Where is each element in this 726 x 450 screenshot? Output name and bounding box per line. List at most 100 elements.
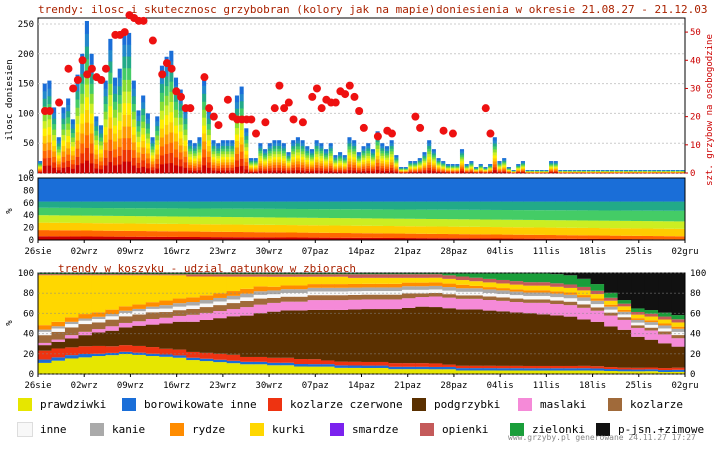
bottom-area-segment <box>509 281 524 285</box>
top-bar-segment <box>408 166 413 168</box>
top-bar-segment <box>122 161 127 174</box>
top-bar-segment <box>98 137 104 142</box>
top-bar-segment <box>173 101 179 110</box>
mid-area-band <box>102 178 114 202</box>
mid-area-band <box>242 208 255 218</box>
top-bar-segment <box>450 170 455 172</box>
top-y2label: szt. grzybow na osobogodzine <box>705 34 715 186</box>
mid-area-band <box>318 209 330 218</box>
top-bar-segment <box>286 160 291 163</box>
top-bar-segment <box>253 170 258 173</box>
top-bar-segment <box>506 171 511 173</box>
bottom-area-segment <box>280 276 295 286</box>
top-bar-segment <box>80 73 85 84</box>
bottom-area-segment <box>604 315 619 327</box>
bottom-area-segment <box>415 282 430 287</box>
bottom-area-segment <box>172 349 187 356</box>
mid-area-band <box>145 178 158 202</box>
top-bar-segment <box>497 166 502 168</box>
top-bar-segment <box>103 149 108 158</box>
bottom-area-segment <box>213 276 228 294</box>
top-bar-segment <box>66 154 71 161</box>
mid-area-band <box>124 216 136 224</box>
bottom-area-segment <box>172 321 187 350</box>
top-bar-segment <box>459 161 465 164</box>
top-bar-segment <box>277 140 282 144</box>
top-bar-segment <box>413 168 418 170</box>
mid-area-band <box>156 178 168 202</box>
bottom-area-segment <box>469 273 484 278</box>
top-bar-segment <box>188 153 193 157</box>
top-bar-segment <box>394 165 399 168</box>
top-bar-segment <box>366 163 371 166</box>
top-bar-segment <box>549 164 554 166</box>
top-bar-segment <box>356 166 361 169</box>
bottom-area-segment <box>388 299 403 310</box>
mid-area-band <box>329 232 341 238</box>
top-bar-segment <box>399 170 404 172</box>
bottom-area-segment <box>91 319 106 323</box>
top-bar-segment <box>319 155 324 159</box>
top-bar-segment <box>244 135 249 140</box>
top-bar-segment <box>370 153 375 156</box>
bottom-area-segment <box>280 285 295 290</box>
bottom-area-segment <box>482 273 497 279</box>
top-bar-segment <box>384 166 390 169</box>
mid-area-band <box>544 235 557 239</box>
bottom-area-segment <box>334 273 349 275</box>
top-bar-segment <box>103 119 108 128</box>
top-bar-segment <box>417 168 422 170</box>
top-bar-segment <box>113 85 118 94</box>
top-bar-segment <box>117 103 122 113</box>
bottom-area-segment <box>78 357 93 374</box>
bottom-area-segment <box>280 274 295 277</box>
top-bar-segment <box>220 153 225 157</box>
top-bar-segment <box>42 135 47 144</box>
top-bar-segment <box>98 141 104 146</box>
bottom-area-segment <box>374 274 389 278</box>
top-bar-segment <box>66 129 71 137</box>
top-bar-segment <box>389 164 394 168</box>
bottom-area-segment <box>199 358 214 362</box>
top-bar-segment <box>159 128 164 138</box>
bottom-area-segment <box>105 275 120 310</box>
mid-ytick-label: 60 <box>23 199 34 209</box>
top-bar-segment <box>497 169 502 171</box>
top-bar-segment <box>563 170 568 171</box>
top-bar-segment <box>89 133 94 144</box>
mid-area-band <box>307 217 319 226</box>
top-bar-segment <box>352 140 357 144</box>
top-bar-segment <box>56 140 61 144</box>
mid-area-band <box>307 178 319 202</box>
mid-area-band <box>296 237 309 240</box>
top-bar-segment <box>342 165 347 168</box>
mid-area-band <box>145 231 158 237</box>
top-bar-segment <box>38 171 43 173</box>
top-bar-segment <box>323 167 329 170</box>
top-bar-segment <box>52 123 57 130</box>
top-bar-segment <box>248 171 254 174</box>
bottom-area-segment <box>536 295 551 300</box>
legend-label: kozlarze czerwone <box>290 398 403 411</box>
bottom-area-segment <box>482 278 497 283</box>
bottom-area-segment <box>563 275 578 285</box>
bottom-area-segment <box>590 300 605 305</box>
top-bar-segment <box>244 165 249 170</box>
top-ytick-label: 0 <box>29 169 34 179</box>
bottom-y2tick-label: 60 <box>690 309 701 319</box>
bottom-area-segment <box>482 296 497 301</box>
top-bar-segment <box>253 169 258 171</box>
top-bar-segment <box>370 165 375 168</box>
top-bar-segment <box>347 158 352 162</box>
bottom-area-segment <box>671 338 686 347</box>
mid-area-band <box>587 238 600 240</box>
bottom-area-segment <box>38 359 52 363</box>
top-bar-segment <box>122 67 127 80</box>
top-bar-segment <box>216 155 221 159</box>
top-bar-segment <box>347 164 352 168</box>
bottom-area-segment <box>455 298 470 310</box>
top-bar-segment <box>488 164 493 166</box>
top-bar-segment <box>239 108 244 116</box>
top-bar-segment <box>272 153 277 157</box>
top-bar-segment <box>122 91 127 104</box>
